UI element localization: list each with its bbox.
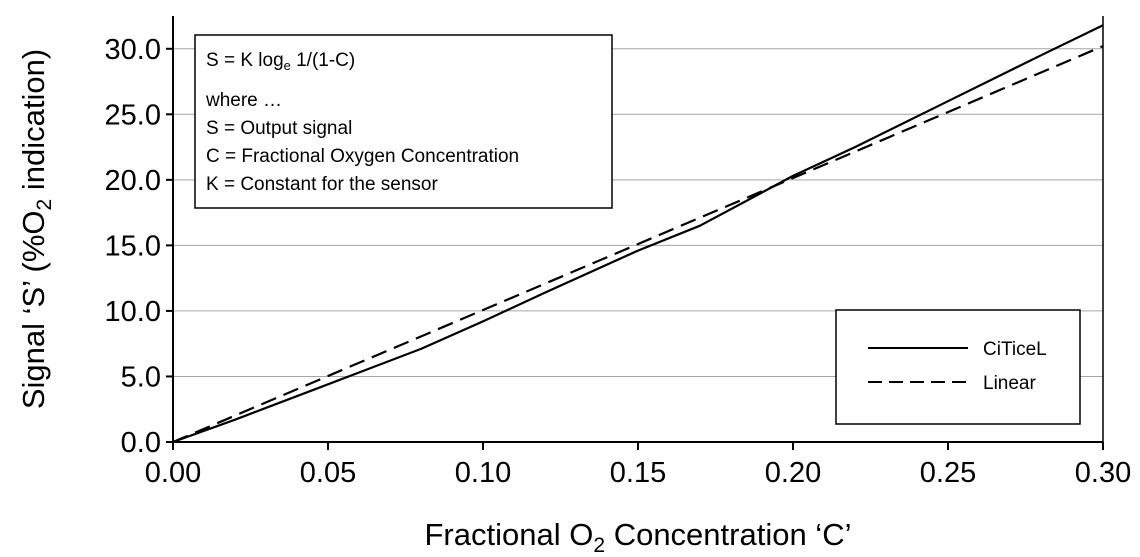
y-tick-label: 20.0 (105, 165, 161, 197)
x-tick-label: 0.00 (145, 457, 201, 489)
x-tick-label: 0.30 (1075, 457, 1131, 489)
legend-label-citicel: CiTiceL (983, 339, 1047, 360)
tick-labels: 0.0 5.0 10.0 15.0 20.0 25.0 30.0 0.00 0.05 0.10 0.… (105, 34, 1132, 489)
legend-frame (835, 309, 1081, 425)
series-layer (172, 24, 1104, 444)
x-tick-label: 0.25 (920, 457, 976, 489)
formula-box-frame (194, 34, 613, 209)
y-tick-label: 30.0 (105, 34, 161, 66)
formula-def-k: K = Constant for the sensor (206, 174, 438, 195)
y-tick-label: 5.0 (121, 361, 161, 393)
formula-text: S = K loge 1/(1-C) (206, 50, 355, 73)
legend-label-linear: Linear (983, 373, 1036, 394)
series-line-linear (172, 45, 1104, 444)
y-axis-title: Signal ‘S’ (%O2 indication) (16, 49, 56, 409)
x-axis-title: Fractional O2 Concentration ‘C’ (425, 517, 852, 557)
formula-box: S = K loge 1/(1-C) where … S = Output si… (194, 34, 613, 209)
ticks (166, 47, 1104, 450)
y-tick-label: 0.0 (121, 427, 161, 459)
legend: CiTiceL Linear (835, 309, 1081, 425)
formula-def-c: C = Fractional Oxygen Concentration (206, 146, 519, 167)
x-tick-label: 0.15 (610, 457, 666, 489)
formula-where: where … (205, 90, 282, 111)
x-tick-label: 0.10 (455, 457, 511, 489)
x-tick-label: 0.20 (765, 457, 821, 489)
y-tick-label: 10.0 (105, 296, 161, 328)
y-tick-label: 15.0 (105, 230, 161, 262)
y-tick-label: 25.0 (105, 99, 161, 131)
series-line-citicel (172, 24, 1104, 444)
formula-def-s: S = Output signal (206, 118, 352, 139)
x-tick-label: 0.05 (300, 457, 356, 489)
